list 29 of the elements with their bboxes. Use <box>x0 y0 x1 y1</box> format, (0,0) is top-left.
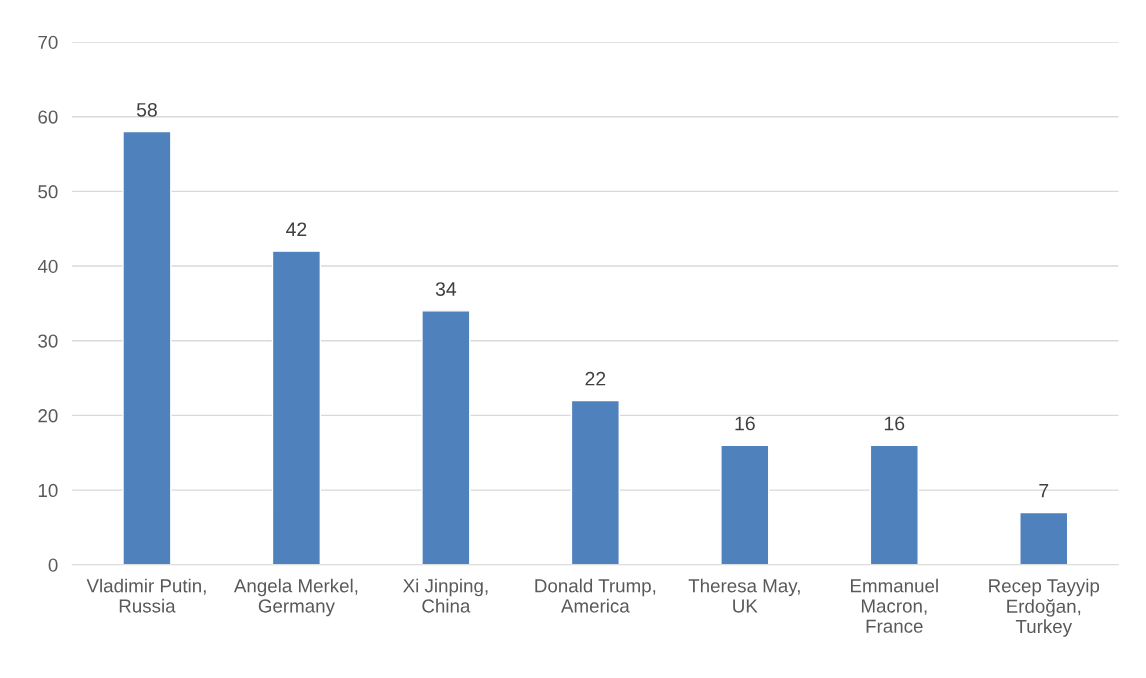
y-tick-label: 70 <box>38 35 58 50</box>
x-tick-label: Donald Trump, America <box>535 578 656 613</box>
data-label: 22 <box>585 371 606 386</box>
bar <box>869 444 919 565</box>
y-tick-label: 60 <box>38 110 58 124</box>
y-tick-label: 40 <box>37 259 58 274</box>
data-label: 42 <box>286 222 307 236</box>
x-tick-label: Xi Jinping, China <box>403 578 488 613</box>
bar <box>421 310 471 565</box>
y-tick-label: 0 <box>48 558 58 572</box>
y-tick-label: 20 <box>38 409 58 423</box>
y-tick-label: 30 <box>38 334 58 348</box>
data-label: 7 <box>1039 483 1049 498</box>
data-label: 34 <box>435 282 457 296</box>
data-label: 16 <box>735 416 755 431</box>
x-tick-label: Angela Merkel, Germany <box>233 578 358 617</box>
x-tick-label: Theresa May, UK <box>688 578 800 613</box>
y-tick-label: 50 <box>38 185 58 199</box>
bar <box>271 250 322 565</box>
data-label: 58 <box>136 102 157 117</box>
x-tick-label: Vladimir Putin, Russia <box>86 578 206 613</box>
data-label: 16 <box>884 416 905 431</box>
bar <box>122 130 172 565</box>
x-tick-label: Emmanuel Macron, France <box>851 578 938 633</box>
y-tick-label: 10 <box>38 483 58 498</box>
bar <box>720 444 770 565</box>
bar <box>1019 511 1069 565</box>
x-tick-label: Recep Tayyip Erdoğan, Turkey <box>989 578 1100 637</box>
bar <box>570 399 620 565</box>
